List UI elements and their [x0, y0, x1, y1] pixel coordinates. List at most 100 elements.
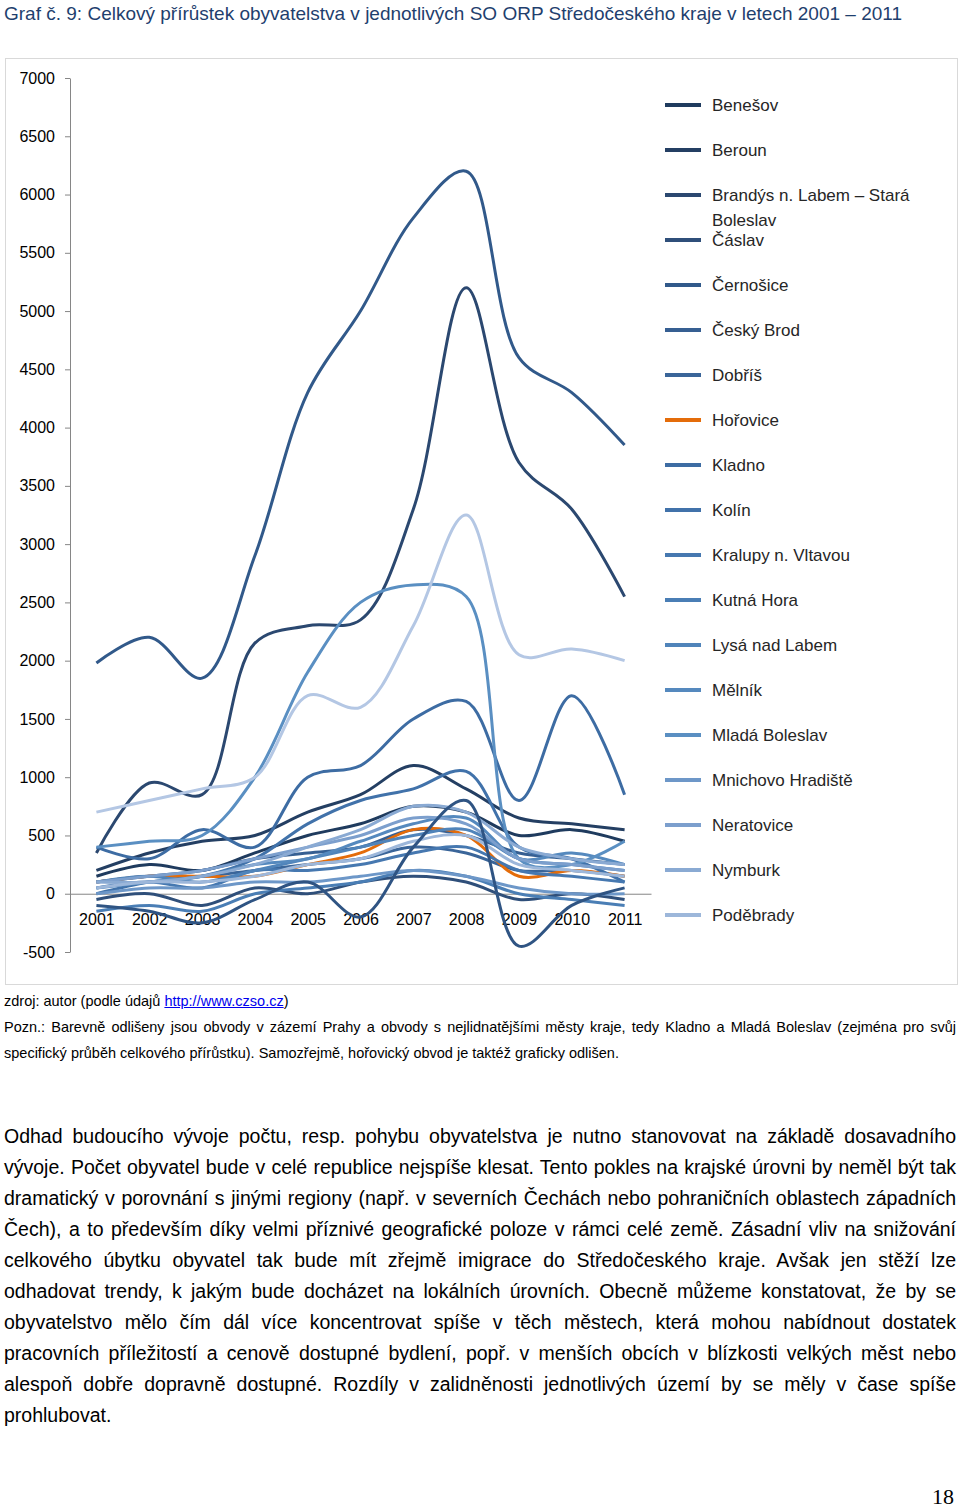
- series-line: [96, 515, 624, 812]
- x-tick-label: 2004: [238, 911, 274, 928]
- y-tick-mark: [65, 544, 70, 545]
- legend-swatch: [665, 463, 701, 467]
- legend-swatch: [665, 688, 701, 692]
- legend-label: Nymburk: [712, 861, 781, 880]
- legend-item: Čáslav: [665, 231, 764, 250]
- legend-label: Hořovice: [712, 411, 779, 430]
- y-tick-label: -500: [23, 944, 55, 961]
- legend-item: Brandýs n. Labem – Stará Boleslav: [665, 186, 914, 230]
- legend-swatch: [665, 238, 701, 242]
- y-tick: 2500: [19, 594, 70, 611]
- y-tick-mark: [65, 136, 70, 137]
- y-tick-label: 5500: [19, 244, 55, 261]
- legend-label: Kralupy n. Vltavou: [712, 546, 850, 565]
- legend-item: Dobříš: [665, 366, 762, 385]
- legend-swatch: [665, 328, 701, 332]
- legend-label: Dobříš: [712, 366, 762, 385]
- legend-item: Nymburk: [665, 861, 781, 880]
- legend-swatch: [665, 193, 701, 197]
- source: zdroj: autor (podle údajů http://www.czs…: [4, 990, 956, 1012]
- legend-label: Brandýs n. Labem – Stará Boleslav: [712, 186, 914, 230]
- y-tick: 2000: [19, 652, 70, 669]
- y-tick-label: 3000: [19, 536, 55, 553]
- x-tick-label: 2005: [290, 911, 326, 928]
- y-tick: 4500: [19, 361, 70, 378]
- legend-item: Poděbrady: [665, 906, 795, 925]
- y-tick: 0: [46, 885, 70, 902]
- y-tick-mark: [65, 428, 70, 429]
- x-tick-label: 2008: [449, 911, 485, 928]
- source-link[interactable]: http://www.czso.cz: [164, 993, 283, 1009]
- series-line: [96, 805, 624, 882]
- legend-item: Kolín: [665, 501, 751, 520]
- chart-frame: [6, 59, 958, 985]
- x-tick: 2006: [343, 894, 379, 928]
- page-number: 18: [932, 1484, 954, 1509]
- x-tick: 2005: [290, 894, 326, 928]
- y-tick-label: 6000: [19, 186, 55, 203]
- y-tick: 1500: [19, 711, 70, 728]
- y-tick-mark: [65, 952, 70, 953]
- legend-swatch: [665, 148, 701, 152]
- legend-swatch: [665, 553, 701, 557]
- legend-swatch: [665, 733, 701, 737]
- y-tick: 5500: [19, 244, 70, 261]
- series-line: [96, 770, 624, 893]
- legend-item: Kladno: [665, 456, 765, 475]
- page: {"chart_data": {"type": "line", "title":…: [0, 0, 960, 1509]
- series-line: [96, 288, 624, 853]
- y-tick: 6500: [19, 128, 70, 145]
- legend-label: Lysá nad Labem: [712, 636, 837, 655]
- x-tick-label: 2011: [608, 911, 643, 928]
- y-tick: 3500: [19, 477, 70, 494]
- y-tick-mark: [65, 311, 70, 312]
- y-tick-label: 3500: [19, 477, 55, 494]
- y-tick-mark: [65, 369, 70, 370]
- paragraph: Odhad budoucího vývoje počtu, resp. pohy…: [4, 1121, 956, 1431]
- x-tick-label: 2007: [396, 911, 432, 928]
- series-line: [96, 800, 624, 946]
- y-tick-mark: [65, 486, 70, 487]
- y-tick-mark: [65, 894, 70, 895]
- source-text: zdroj: autor (podle údajů: [4, 993, 164, 1009]
- x-tick: 2007: [396, 894, 432, 928]
- series-line: [96, 817, 624, 882]
- legend-item: Kutná Hora: [665, 591, 799, 610]
- legend-item: Beroun: [665, 141, 767, 160]
- y-tick-label: 500: [28, 827, 55, 844]
- y-tick-label: 2500: [19, 594, 55, 611]
- note: Pozn.: Barevně odlišeny jsou obvody v zá…: [4, 1014, 956, 1066]
- legend: BenešovBerounBrandýs n. Labem – Stará Bo…: [665, 96, 914, 925]
- y-tick-label: 4500: [19, 361, 55, 378]
- y-tick-mark: [65, 253, 70, 254]
- y-tick: 4000: [19, 419, 70, 436]
- legend-item: Český Brod: [665, 321, 800, 340]
- legend-swatch: [665, 823, 701, 827]
- legend-label: Poděbrady: [712, 906, 795, 925]
- y-tick-label: 5000: [19, 303, 55, 320]
- y-tick: 7000: [19, 70, 70, 87]
- legend-swatch: [665, 778, 701, 782]
- legend-label: Černošice: [712, 276, 789, 295]
- legend-swatch: [665, 508, 701, 512]
- series-line: [96, 870, 624, 911]
- legend-label: Beroun: [712, 141, 767, 160]
- legend-swatch: [665, 598, 701, 602]
- legend-label: Kladno: [712, 456, 765, 475]
- y-tick: 3000: [19, 536, 70, 553]
- y-tick-label: 2000: [19, 652, 55, 669]
- legend-label: Neratovice: [712, 816, 793, 835]
- y-tick-mark: [65, 78, 70, 79]
- y-tick-label: 4000: [19, 419, 55, 436]
- legend-swatch: [665, 283, 701, 287]
- legend-swatch: [665, 103, 701, 107]
- x-tick-label: 2001: [79, 911, 115, 928]
- legend-label: Čáslav: [712, 231, 764, 250]
- y-tick-label: 7000: [19, 70, 55, 87]
- y-axis: -500050010001500200025003000350040004500…: [19, 70, 70, 961]
- legend-item: Černošice: [665, 276, 789, 295]
- y-tick-mark: [65, 719, 70, 720]
- legend-label: Mladá Boleslav: [712, 726, 828, 745]
- legend-label: Mělník: [712, 681, 763, 700]
- legend-item: Mladá Boleslav: [665, 726, 828, 745]
